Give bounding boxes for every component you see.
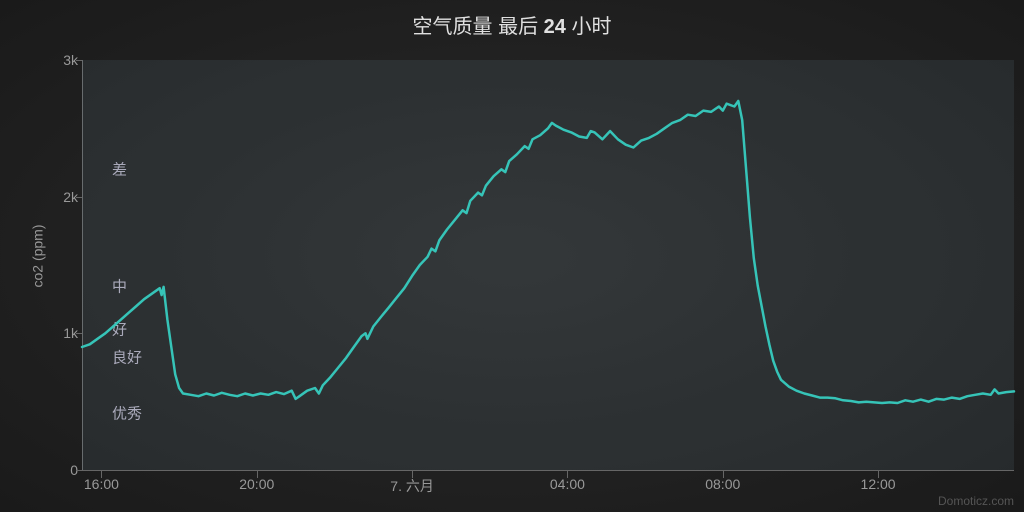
x-tick-label: 16:00	[84, 476, 119, 492]
title-text-1: 空气质量 最后	[413, 16, 544, 38]
x-tick-mark	[723, 470, 724, 478]
x-tick-mark	[567, 470, 568, 478]
chart-panel: 空气质量 最后 24 小时 co2 (ppm) 差中好良好优秀 01k2k3k …	[0, 0, 1024, 512]
x-tick-label: 04:00	[550, 476, 585, 492]
x-tick-mark	[412, 470, 413, 478]
title-text-2: 小时	[566, 16, 612, 38]
y-axis-label: co2 (ppm)	[30, 224, 46, 287]
x-tick-label: 7. 六月	[390, 476, 434, 496]
chart-title: 空气质量 最后 24 小时	[0, 10, 1024, 39]
x-tick-label: 20:00	[239, 476, 274, 492]
y-tick-mark	[76, 470, 82, 471]
y-tick-mark	[76, 60, 82, 61]
x-axis-line	[82, 470, 1014, 471]
line-series	[82, 60, 1014, 470]
x-tick-mark	[257, 470, 258, 478]
x-tick-label: 08:00	[705, 476, 740, 492]
title-text-bold: 24	[544, 16, 566, 38]
x-tick-mark	[878, 470, 879, 478]
y-tick-mark	[76, 197, 82, 198]
x-tick-label: 12:00	[861, 476, 896, 492]
co2-series-line	[82, 101, 1014, 403]
credit-text: Domoticz.com	[938, 494, 1014, 508]
plot-area[interactable]: 差中好良好优秀	[82, 60, 1014, 470]
x-tick-mark	[101, 470, 102, 478]
y-tick-mark	[76, 333, 82, 334]
